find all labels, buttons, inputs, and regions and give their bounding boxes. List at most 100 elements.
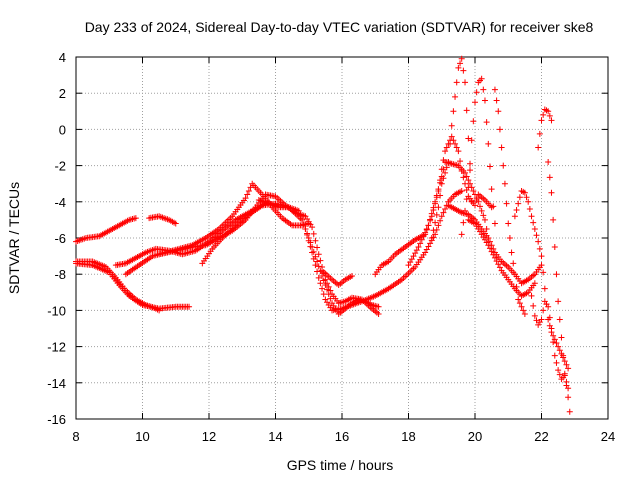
data-point (481, 216, 488, 223)
data-point (467, 180, 474, 187)
data-point (467, 167, 474, 174)
data-point (422, 249, 429, 256)
data-point (242, 195, 249, 202)
data-point (348, 273, 355, 280)
data-point (448, 133, 455, 140)
data-point (548, 189, 555, 196)
y-tick-label: -12 (47, 340, 66, 355)
data-point (244, 191, 251, 198)
data-point (427, 240, 434, 247)
data-point (320, 277, 327, 284)
data-point (536, 245, 543, 252)
data-point (435, 186, 442, 193)
data-point (515, 200, 522, 207)
data-point (538, 253, 545, 260)
data-point (458, 55, 465, 62)
data-point (550, 332, 557, 339)
series-track-12 (405, 158, 492, 269)
data-point (491, 220, 498, 227)
data-point (302, 225, 309, 232)
data-point (457, 60, 464, 67)
x-tick-label: 12 (202, 429, 216, 444)
y-tick-label: -4 (54, 195, 66, 210)
series-track-16 (465, 216, 538, 299)
data-point (417, 240, 424, 247)
data-point (491, 86, 498, 93)
x-axis-label: GPS time / hours (287, 457, 394, 473)
data-point (442, 169, 449, 176)
data-point (531, 312, 538, 319)
data-point (324, 286, 331, 293)
data-point (506, 235, 513, 241)
data-point (518, 303, 525, 310)
data-point (186, 303, 193, 310)
data-point (427, 216, 434, 223)
data-point (467, 160, 474, 167)
data-point (493, 258, 500, 265)
y-tick-label: 4 (59, 50, 66, 65)
data-point (310, 230, 317, 237)
data-point (407, 259, 414, 266)
data-point (425, 222, 432, 229)
data-point (558, 334, 565, 341)
data-point (445, 158, 452, 165)
data-point (550, 216, 557, 223)
data-point (297, 212, 304, 219)
data-point (545, 158, 552, 165)
data-point (314, 258, 321, 265)
data-point (485, 242, 492, 249)
data-point (555, 367, 562, 374)
data-point (420, 233, 427, 240)
data-point (314, 268, 321, 275)
data-point (172, 220, 179, 227)
data-point (551, 352, 558, 359)
data-point (433, 211, 440, 218)
data-point (462, 169, 469, 176)
data-point (510, 260, 517, 267)
data-point (481, 97, 488, 104)
data-point (488, 186, 495, 193)
data-point (460, 174, 467, 181)
data-point (312, 237, 319, 244)
data-point (495, 108, 502, 115)
data-point (528, 292, 535, 299)
data-point (245, 187, 252, 194)
data-point (528, 213, 535, 220)
data-point (470, 118, 477, 125)
data-point (440, 175, 447, 182)
data-point (462, 79, 469, 86)
data-point (556, 371, 563, 378)
data-point (453, 144, 460, 151)
data-point (526, 206, 533, 213)
data-point (405, 262, 412, 269)
data-point (541, 285, 548, 292)
data-point (422, 229, 429, 236)
data-point (435, 222, 442, 229)
data-point (500, 162, 507, 169)
data-point (480, 86, 487, 93)
data-point (513, 206, 520, 213)
data-point (563, 361, 570, 368)
data-point (561, 358, 568, 365)
data-point (468, 198, 475, 205)
data-point (478, 75, 485, 82)
data-point (486, 163, 493, 170)
x-tick-label: 16 (335, 429, 349, 444)
data-point (546, 314, 553, 321)
series-track-13 (428, 55, 475, 241)
data-point (453, 79, 460, 86)
data-point (327, 295, 334, 302)
series-track-5 (122, 180, 312, 278)
data-point (498, 144, 505, 151)
data-point (428, 235, 435, 241)
data-point (452, 93, 459, 100)
grid (76, 57, 608, 419)
data-point (450, 137, 457, 144)
data-point (496, 264, 503, 271)
data-point (310, 255, 317, 262)
data-point (545, 108, 552, 115)
data-point (320, 291, 327, 298)
data-point (295, 207, 302, 214)
data-point (486, 238, 493, 245)
